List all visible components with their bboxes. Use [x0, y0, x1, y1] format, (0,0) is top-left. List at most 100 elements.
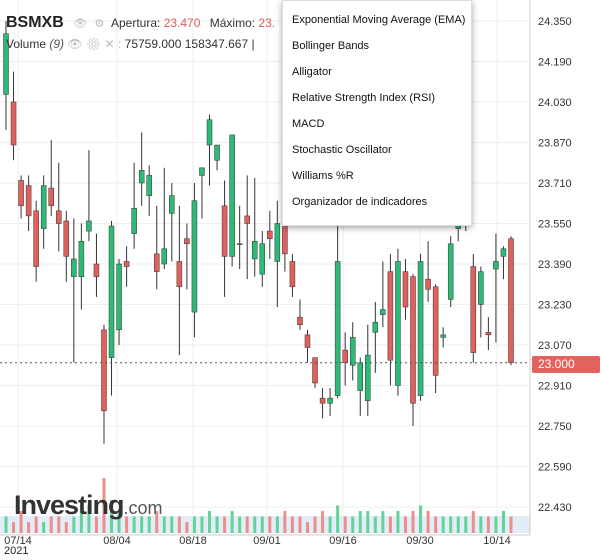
candle-body: [161, 248, 168, 265]
volume-value-2: 158347.667: [184, 37, 249, 51]
candle-body: [327, 397, 333, 404]
volume-bar: [147, 516, 151, 533]
volume-bar: [238, 516, 242, 533]
candle-body: [244, 215, 250, 224]
volume-bar: [305, 522, 309, 533]
y-axis: 24.350 24.190 24.030 23.870 23.710 23.550 23.3…: [529, 0, 572, 535]
candle-body: [334, 261, 341, 396]
menu-item-rsi[interactable]: Relative Strength Index (RSI): [292, 92, 436, 104]
candle-body: [402, 271, 409, 308]
high-label: Máximo:: [209, 16, 256, 30]
y-tick-label: 23.710: [538, 178, 572, 190]
candle-body: [236, 243, 243, 245]
candle-body: [206, 119, 213, 146]
menu-item-stochastic[interactable]: Stochastic Oscillator: [292, 144, 392, 156]
candle-body: [123, 261, 130, 267]
candle-body: [365, 354, 371, 401]
candle-body: [93, 263, 100, 277]
volume-bar: [456, 516, 460, 533]
eye-icon[interactable]: 👁: [73, 18, 88, 30]
volume-bar: [313, 516, 317, 533]
volume-bar: [464, 516, 468, 533]
volume-bar: [411, 511, 415, 533]
volume-bar: [79, 511, 83, 533]
candle-body: [33, 210, 39, 267]
candle-body: [500, 248, 507, 257]
candle-body: [18, 180, 24, 207]
candle-body: [259, 243, 266, 275]
logo-suffix: .com: [123, 498, 163, 518]
menu-item-williams[interactable]: Williams %R: [292, 170, 354, 182]
volume-bar: [479, 516, 483, 533]
candle-body: [63, 220, 70, 257]
volume-bar: [155, 511, 159, 533]
close-icon[interactable]: ✕: [104, 37, 115, 51]
candle-body: [229, 134, 235, 257]
volume-bar: [215, 516, 219, 533]
y-tick-label: 24.030: [538, 97, 572, 109]
candle-body: [417, 261, 424, 396]
y-tick-label: 23.230: [538, 300, 572, 312]
volume-bar: [72, 516, 76, 533]
volume-label: Volume: [6, 37, 47, 51]
volume-bar: [351, 516, 355, 533]
y-tick-label: 22.910: [538, 381, 572, 393]
price-legend: BSMXB 👁 ⚙ Apertura: 23.470 Máximo: 23.: [6, 14, 275, 32]
candle-body: [191, 200, 198, 313]
volume-bar: [373, 516, 377, 533]
menu-item-macd[interactable]: MACD: [292, 118, 325, 130]
candle-body: [214, 144, 220, 161]
volume-bar: [64, 522, 68, 533]
volume-bar: [223, 516, 227, 533]
candle-body: [199, 167, 205, 176]
indicator-dropdown-menu: Exponential Moving Average (EMA) Bolling…: [282, 0, 472, 226]
volume-bar: [381, 511, 385, 533]
candle-body: [267, 230, 273, 239]
x-axis: 07/14 08/04 08/18 09/01 09/16 09/30 10/14: [0, 534, 530, 547]
candle-body: [251, 240, 258, 260]
volume-bar: [253, 516, 257, 533]
menu-item-bollinger[interactable]: Bollinger Bands: [292, 40, 370, 52]
volume-bar: [396, 511, 400, 533]
y-tick-label: 23.390: [538, 259, 572, 271]
open-value: 23.470: [163, 16, 201, 30]
candle-body: [410, 276, 416, 404]
candle-body: [440, 334, 446, 338]
y-tick-label: 23.870: [538, 138, 572, 150]
candle-body: [357, 362, 364, 391]
volume-bar: [328, 516, 332, 533]
candle-body: [493, 261, 499, 270]
logo-main: Investing: [14, 490, 125, 520]
eye-icon[interactable]: 👁: [67, 37, 83, 51]
menu-item-organizer[interactable]: Organizador de indicadores: [292, 196, 428, 208]
volume-bar: [290, 516, 294, 533]
x-tick-label: 08/04: [103, 535, 131, 547]
x-tick-label: 10/14: [483, 535, 511, 547]
volume-bar: [260, 516, 264, 533]
menu-item-ema[interactable]: Exponential Moving Average (EMA): [292, 14, 466, 26]
volume-bar: [471, 511, 475, 533]
year-label: 2021: [4, 545, 29, 557]
volume-value-1: 75759.000: [124, 37, 182, 51]
volume-bar: [245, 516, 249, 533]
volume-bar: [208, 511, 212, 533]
gear-icon[interactable]: ⚙: [94, 18, 105, 30]
y-tick-label: 22.590: [538, 462, 572, 474]
candle-body: [485, 332, 492, 336]
candle-body: [138, 170, 145, 184]
candle-body: [297, 316, 303, 325]
candle-body: [425, 278, 431, 290]
gear-icon[interactable]: ⚙: [85, 37, 102, 51]
current-price-tag: 23.000: [532, 356, 600, 373]
volume-bar: [162, 516, 166, 533]
volume-bar: [117, 511, 121, 533]
symbol-name[interactable]: BSMXB: [6, 14, 64, 31]
candle-body: [48, 187, 54, 207]
candle-body: [470, 266, 477, 353]
candle-body: [108, 225, 115, 358]
volume-bar: [125, 516, 129, 533]
volume-bar: [177, 516, 181, 533]
menu-item-alligator[interactable]: Alligator: [292, 66, 332, 78]
volume-bar: [110, 500, 114, 533]
